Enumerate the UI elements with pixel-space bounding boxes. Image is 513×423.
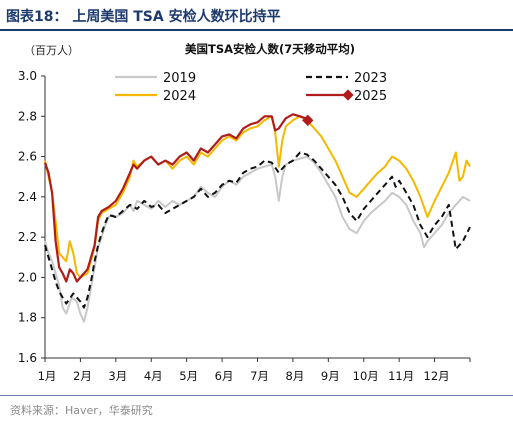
y-tick-label: 2.4	[18, 190, 37, 204]
y-tick-label: 2.6	[18, 150, 37, 164]
x-month-label: 4月	[144, 369, 163, 383]
legend-label: 2024	[163, 89, 196, 104]
source-note: 资料来源：Haver，华泰研究	[10, 404, 153, 417]
legend-item-2025: 2025	[306, 89, 387, 104]
series-line-2025	[43, 113, 309, 283]
series-line-2019	[44, 155, 471, 323]
legend-item-2019: 2019	[115, 71, 196, 86]
legend-item-2024: 2024	[115, 89, 196, 104]
x-month-label: 10月	[353, 369, 379, 383]
legend-label: 2023	[354, 71, 387, 86]
chart-title: 美国TSA安检人数(7天移动平均)	[184, 42, 356, 56]
y-tick-label: 2.8	[18, 109, 37, 123]
y-tick-label: 1.6	[18, 351, 37, 365]
x-month-label: 8月	[286, 369, 305, 383]
x-month-label: 2月	[73, 369, 92, 383]
x-month-label: 3月	[108, 369, 127, 383]
legend-label: 2019	[163, 71, 196, 86]
x-month-label: 1月	[38, 369, 57, 383]
unit-label: （百万人）	[24, 44, 79, 57]
x-month-label: 6月	[215, 369, 234, 383]
x-month-label: 9月	[321, 369, 340, 383]
x-month-label: 7月	[250, 369, 269, 383]
legend-item-2023: 2023	[306, 71, 387, 86]
figure-header: 图表18： 上周美国 TSA 安检人数环比持平	[0, 0, 513, 31]
y-tick-label: 1.8	[18, 311, 37, 325]
legend-marker	[342, 89, 354, 101]
y-tick-label: 3.0	[18, 69, 37, 83]
legend-label: 2025	[354, 89, 387, 104]
y-tick-label: 2.2	[18, 230, 37, 244]
x-month-label: 11月	[388, 369, 414, 383]
header-rule	[0, 29, 513, 31]
series-line-2023	[44, 151, 471, 309]
y-tick-label: 2.0	[18, 270, 37, 284]
figure-title: 图表18： 上周美国 TSA 安检人数环比持平	[6, 9, 281, 25]
x-month-label: 12月	[424, 369, 450, 383]
x-month-label: 5月	[179, 369, 198, 383]
footer-rule	[0, 395, 513, 396]
tsa-line-chart: 1.6 1.8 2.0 2.2 2.4 2.6 2.8 3.0 1月 2月 3月 4月 5月 6月 7月 8月…	[18, 69, 471, 383]
series-line-2024	[44, 115, 471, 279]
